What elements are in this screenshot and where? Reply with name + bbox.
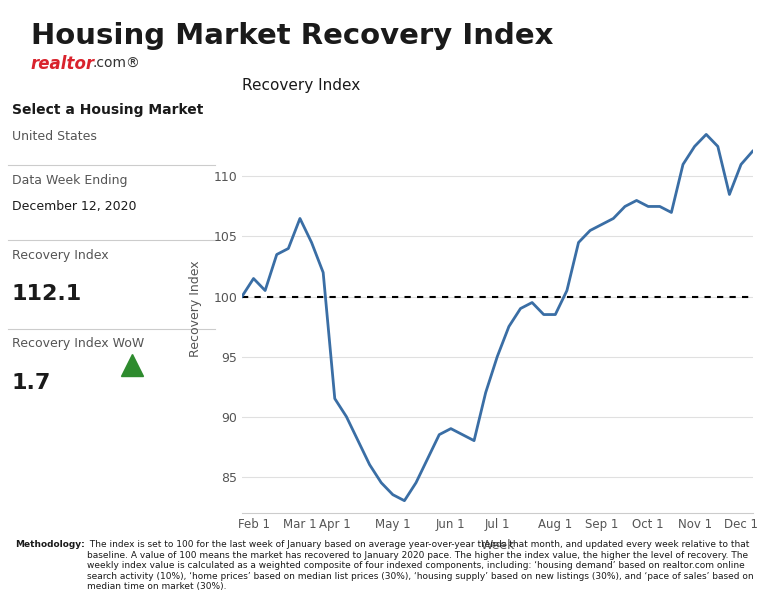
Text: realtor: realtor bbox=[31, 55, 94, 73]
Text: 1.7: 1.7 bbox=[12, 373, 51, 393]
Text: Data Week Ending: Data Week Ending bbox=[12, 174, 127, 187]
X-axis label: Week: Week bbox=[480, 539, 515, 552]
Text: Recovery Index: Recovery Index bbox=[242, 79, 360, 93]
Text: United States: United States bbox=[12, 130, 97, 142]
Y-axis label: Recovery Index: Recovery Index bbox=[189, 260, 202, 357]
Text: Housing Market Recovery Index: Housing Market Recovery Index bbox=[31, 22, 553, 50]
Text: .com®: .com® bbox=[93, 57, 141, 71]
Text: Select a Housing Market: Select a Housing Market bbox=[12, 103, 204, 117]
Text: Recovery Index: Recovery Index bbox=[12, 249, 108, 262]
Text: Methodology:: Methodology: bbox=[15, 540, 85, 550]
Text: December 12, 2020: December 12, 2020 bbox=[12, 200, 137, 214]
Text: 112.1: 112.1 bbox=[12, 284, 82, 305]
Text: Recovery Index WoW: Recovery Index WoW bbox=[12, 338, 144, 351]
Text: The index is set to 100 for the last week of January based on average year-over-: The index is set to 100 for the last wee… bbox=[88, 540, 754, 591]
